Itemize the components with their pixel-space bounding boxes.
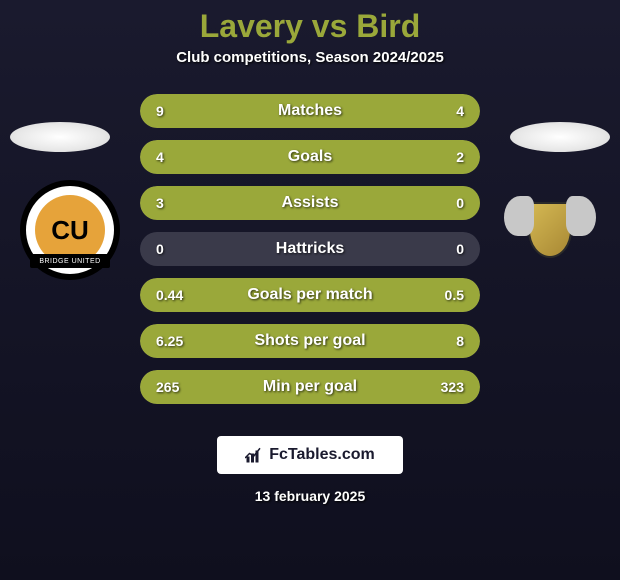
stat-value-left: 4 <box>156 149 164 165</box>
stat-value-left: 0 <box>156 241 164 257</box>
stat-value-left: 6.25 <box>156 333 183 349</box>
stat-row: 6.25 Shots per goal 8 <box>140 324 480 358</box>
stat-bar-left <box>140 140 367 174</box>
comparison-title: Lavery vs Bird <box>200 8 421 45</box>
crest-badge: CU BRIDGE UNITED <box>20 180 120 280</box>
stat-label: Min per goal <box>263 378 357 396</box>
stat-value-left: 265 <box>156 379 179 395</box>
stat-label: Hattricks <box>276 240 344 258</box>
stat-label: Assists <box>282 194 339 212</box>
stat-value-right: 0.5 <box>445 287 464 303</box>
brand-text: FcTables.com <box>269 446 375 464</box>
griffin-shield-icon <box>528 202 572 258</box>
chart-icon <box>245 446 263 464</box>
stat-value-right: 0 <box>456 195 464 211</box>
stat-value-right: 323 <box>441 379 464 395</box>
stat-label: Matches <box>278 102 342 120</box>
brand-badge: FcTables.com <box>217 436 403 474</box>
stat-value-left: 9 <box>156 103 164 119</box>
stat-row: 0 Hattricks 0 <box>140 232 480 266</box>
stat-bar-right <box>375 94 480 128</box>
stat-label: Goals <box>288 148 332 166</box>
stat-value-right: 8 <box>456 333 464 349</box>
left-spotlight <box>10 122 110 152</box>
crest-band-text: BRIDGE UNITED <box>30 254 110 268</box>
infographic-container: Lavery vs Bird Club competitions, Season… <box>0 0 620 504</box>
right-spotlight <box>510 122 610 152</box>
footer-date: 13 february 2025 <box>255 488 366 504</box>
stat-label: Goals per match <box>247 286 372 304</box>
stat-row: 265 Min per goal 323 <box>140 370 480 404</box>
stat-value-right: 4 <box>456 103 464 119</box>
left-team-crest: CU BRIDGE UNITED <box>20 180 120 280</box>
stat-row: 9 Matches 4 <box>140 94 480 128</box>
right-team-crest <box>500 180 600 280</box>
griffin-crest <box>500 180 600 280</box>
stats-list: 9 Matches 4 4 Goals 2 3 Assists 0 0 Hattricks 0 0.44… <box>140 94 480 404</box>
stat-value-right: 0 <box>456 241 464 257</box>
stat-value-left: 3 <box>156 195 164 211</box>
stat-label: Shots per goal <box>254 332 365 350</box>
stat-value-right: 2 <box>456 149 464 165</box>
stat-row: 4 Goals 2 <box>140 140 480 174</box>
stat-row: 0.44 Goals per match 0.5 <box>140 278 480 312</box>
stat-row: 3 Assists 0 <box>140 186 480 220</box>
stat-value-left: 0.44 <box>156 287 183 303</box>
season-subtitle: Club competitions, Season 2024/2025 <box>176 49 444 66</box>
